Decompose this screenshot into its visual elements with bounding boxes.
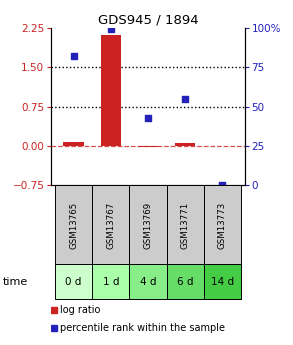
Text: percentile rank within the sample: percentile rank within the sample	[60, 323, 225, 333]
Text: 0 d: 0 d	[65, 277, 82, 287]
Bar	[92, 264, 130, 299]
Text: 1 d: 1 d	[103, 277, 119, 287]
Title: GDS945 / 1894: GDS945 / 1894	[98, 13, 198, 27]
Point	[183, 96, 188, 101]
Text: 14 d: 14 d	[211, 277, 234, 287]
Text: GSM13767: GSM13767	[106, 201, 115, 249]
Bar	[130, 186, 166, 264]
Bar	[204, 264, 241, 299]
Text: GSM13771: GSM13771	[181, 201, 190, 249]
Text: 4 d: 4 d	[140, 277, 156, 287]
Point	[146, 115, 150, 120]
Bar	[204, 186, 241, 264]
Bar	[92, 186, 130, 264]
Bar	[138, 146, 158, 147]
Point	[71, 53, 76, 59]
Text: GSM13765: GSM13765	[69, 201, 78, 249]
Text: log ratio: log ratio	[60, 305, 100, 315]
Text: time: time	[3, 277, 28, 287]
Text: GSM13769: GSM13769	[144, 201, 152, 248]
Point	[108, 27, 113, 32]
Bar	[100, 36, 121, 146]
Bar	[55, 186, 92, 264]
Bar	[55, 264, 92, 299]
Bar	[166, 186, 204, 264]
Bar	[63, 142, 84, 146]
Bar	[130, 264, 166, 299]
Text: GSM13773: GSM13773	[218, 201, 227, 249]
Bar	[175, 144, 195, 146]
Bar	[166, 264, 204, 299]
Text: 6 d: 6 d	[177, 277, 193, 287]
Point	[220, 183, 225, 188]
